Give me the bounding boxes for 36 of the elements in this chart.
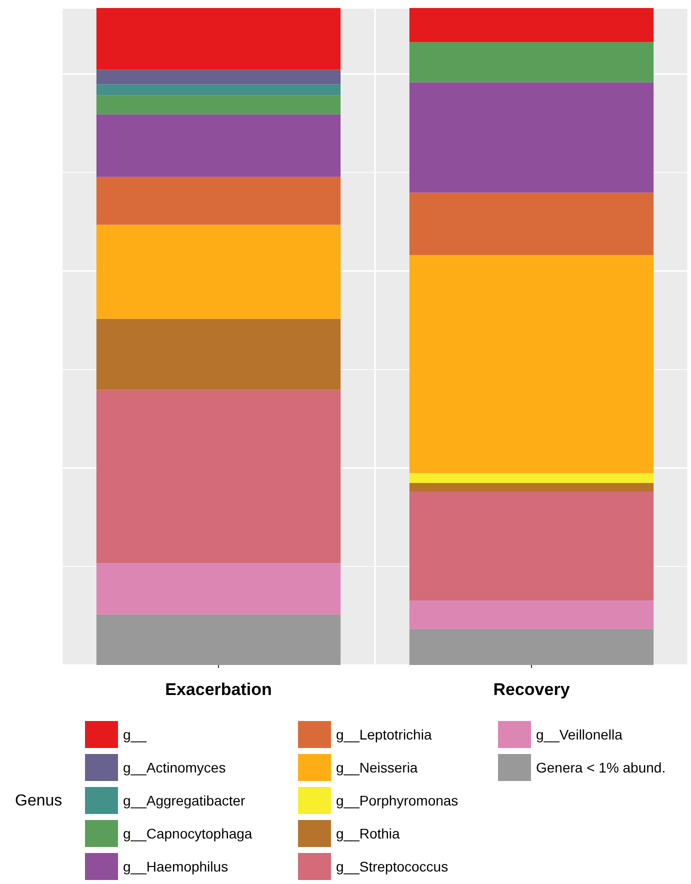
- bar: [409, 600, 654, 629]
- bar: [96, 318, 341, 390]
- legend-label: g__Streptococcus: [336, 858, 448, 874]
- legend-label: g__Leptotrichia: [336, 726, 432, 742]
- legend-title: Genus: [15, 792, 62, 810]
- legend-label: g__Neisseria: [336, 760, 418, 776]
- legend-label: Genera < 1% abund.: [536, 760, 666, 776]
- bar: [409, 628, 654, 665]
- legend-label: g__Porphyromonas: [336, 792, 458, 808]
- legend-label: g__: [123, 726, 147, 742]
- bar: [96, 176, 341, 225]
- bar: [409, 82, 654, 193]
- legend-label: g__Haemophilus: [123, 858, 228, 874]
- legend-label: g__Veillonella: [536, 726, 623, 742]
- legend-label: g__Capnocytophaga: [123, 826, 252, 842]
- bar: [409, 192, 654, 256]
- bar: [96, 84, 341, 96]
- bar: [409, 8, 654, 42]
- bar: [409, 483, 654, 492]
- bar: [409, 42, 654, 82]
- bar: [96, 563, 341, 614]
- bar: [96, 95, 341, 114]
- bar: [409, 255, 654, 474]
- bar: [96, 8, 341, 70]
- bar: [96, 614, 341, 665]
- bar: [96, 70, 341, 84]
- legend-label: g__Actinomyces: [123, 760, 226, 776]
- bar: [96, 224, 341, 319]
- bar: [409, 492, 654, 601]
- legend-label: g__Rothia: [336, 826, 400, 842]
- bar: [409, 473, 654, 484]
- x-tick-label: Exacerbation: [165, 680, 272, 699]
- bar: [96, 114, 341, 177]
- bar: [96, 390, 341, 564]
- x-tick-label: Recovery: [493, 680, 570, 699]
- legend-label: g__Aggregatibacter: [123, 792, 246, 808]
